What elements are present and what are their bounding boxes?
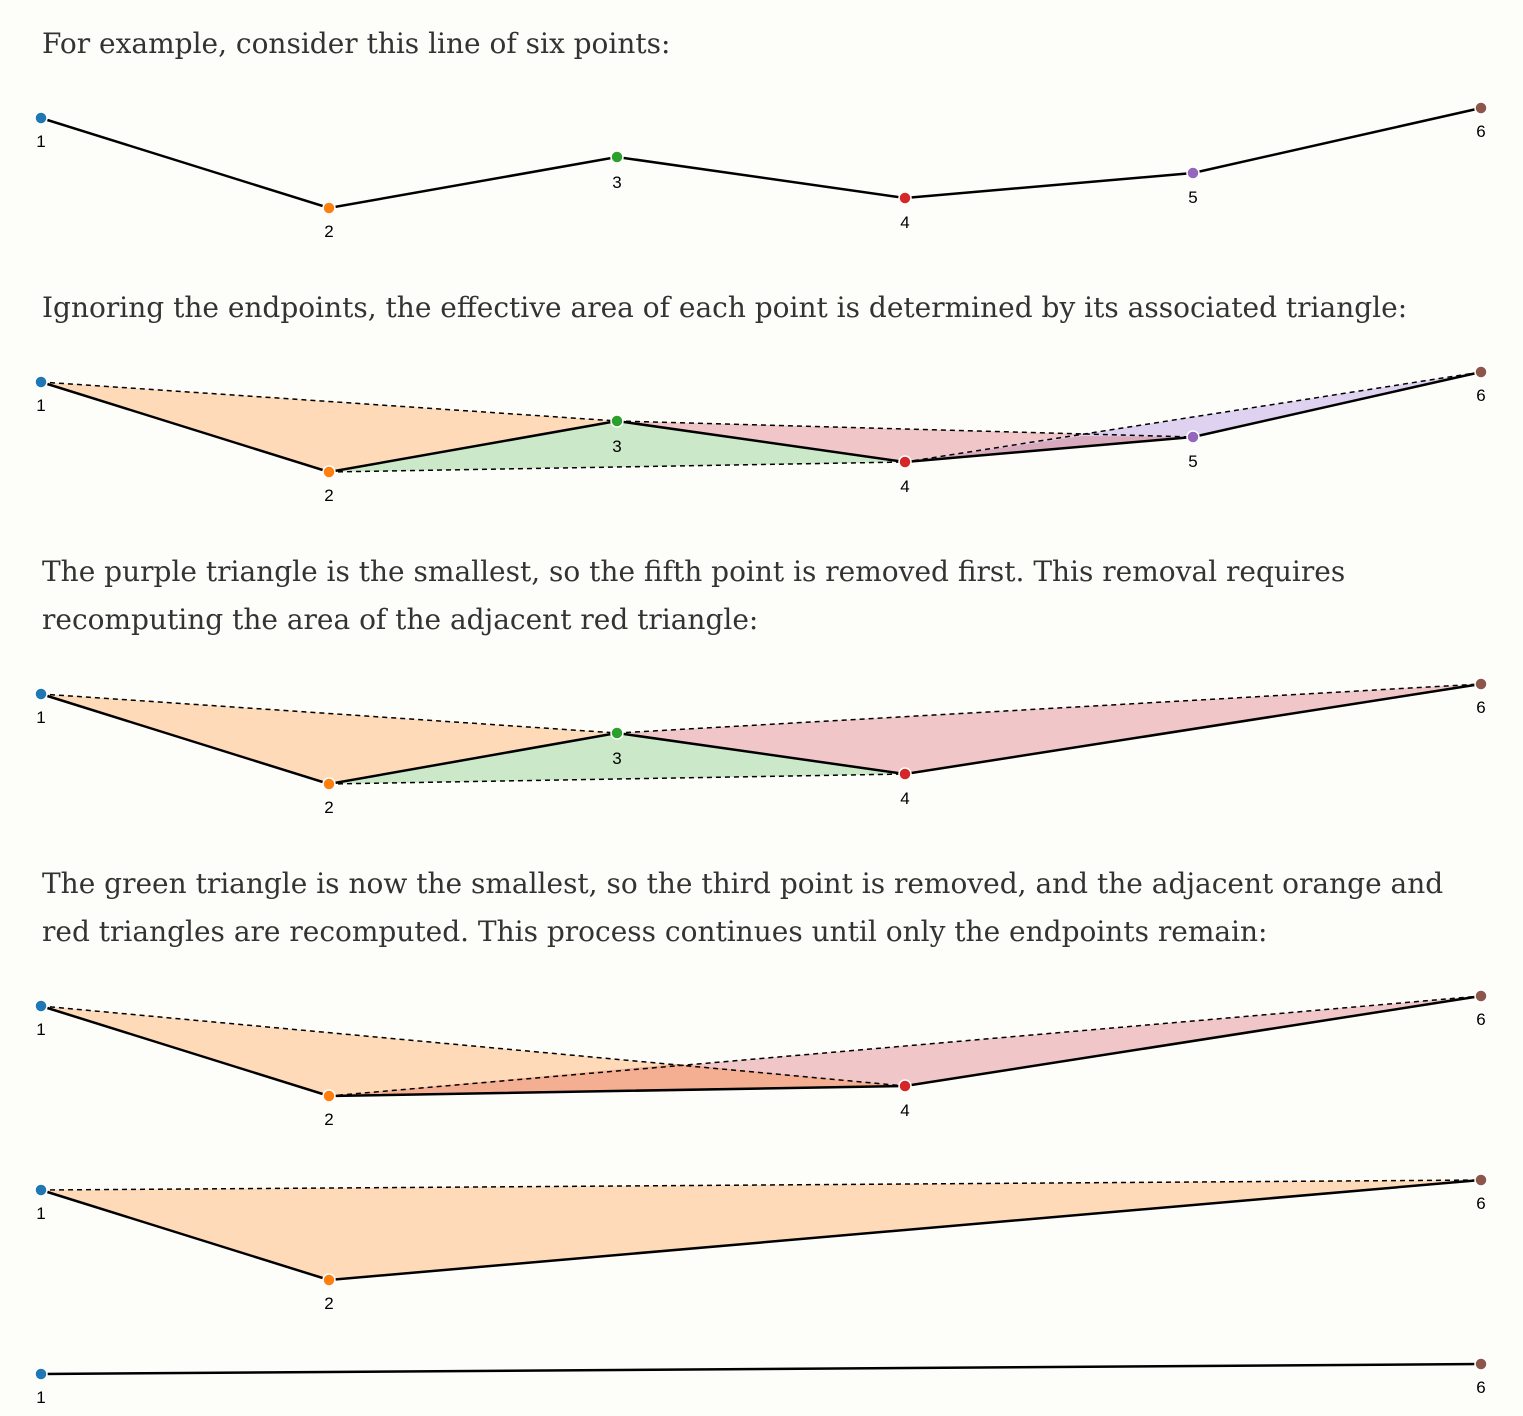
point-6 bbox=[1474, 365, 1488, 379]
point-5 bbox=[1186, 430, 1200, 444]
paragraph-green-removed: The green triangle is now the smallest, … bbox=[42, 867, 1444, 948]
polyline bbox=[40, 370, 1482, 474]
triangle-green bbox=[329, 733, 905, 784]
point-6 bbox=[1474, 677, 1488, 691]
triangle-edge bbox=[904, 371, 1482, 463]
point-label: 4 bbox=[900, 477, 909, 496]
triangle-edge bbox=[328, 995, 1482, 1097]
point-4 bbox=[898, 767, 912, 781]
point-label: 2 bbox=[324, 798, 333, 816]
point-label: 5 bbox=[1188, 188, 1197, 207]
point-label: 4 bbox=[900, 213, 909, 232]
point-2 bbox=[322, 777, 336, 791]
point-1 bbox=[34, 687, 48, 701]
point-2 bbox=[322, 465, 336, 479]
polyline bbox=[40, 994, 1482, 1098]
point-1 bbox=[34, 1367, 48, 1381]
point-label: 1 bbox=[36, 1204, 45, 1223]
point-label: 1 bbox=[36, 708, 45, 727]
point-1 bbox=[34, 999, 48, 1013]
point-2 bbox=[322, 1273, 336, 1287]
figure-point4-removed: 1 2 6 bbox=[34, 1173, 1488, 1312]
point-4 bbox=[898, 191, 912, 205]
point-label: 1 bbox=[36, 1388, 45, 1407]
figure-triangles-all: 1 2 3 4 5 6 bbox=[34, 365, 1488, 504]
point-6 bbox=[1474, 989, 1488, 1003]
polyline bbox=[40, 106, 1482, 210]
point-3 bbox=[610, 150, 624, 164]
point-4 bbox=[898, 1079, 912, 1093]
point-label: 4 bbox=[900, 1101, 909, 1120]
point-6 bbox=[1474, 1173, 1488, 1187]
point-label: 1 bbox=[36, 1020, 45, 1039]
point-2 bbox=[322, 201, 336, 215]
point-label: 6 bbox=[1476, 698, 1485, 717]
point-label: 6 bbox=[1476, 1378, 1485, 1397]
point-label: 5 bbox=[1188, 452, 1197, 471]
triangle-orange bbox=[41, 382, 617, 472]
polyline bbox=[40, 1362, 1482, 1376]
point-2 bbox=[322, 1089, 336, 1103]
point-label: 3 bbox=[612, 749, 621, 768]
point-1 bbox=[34, 111, 48, 125]
point-5 bbox=[1186, 166, 1200, 180]
triangle-edge bbox=[616, 420, 1194, 438]
figure-six-points: 1 2 3 4 5 6 bbox=[34, 101, 1488, 240]
point-label: 2 bbox=[324, 1110, 333, 1128]
triangle-green bbox=[329, 421, 905, 472]
figure-point3-removed: 1 2 4 6 bbox=[34, 989, 1488, 1128]
point-3 bbox=[610, 726, 624, 740]
triangle-edge bbox=[616, 683, 1482, 734]
point-label: 3 bbox=[612, 173, 621, 192]
triangle-red bbox=[617, 684, 1481, 774]
paragraph-intro: For example, consider this line of six p… bbox=[42, 27, 671, 60]
paragraph-triangles: Ignoring the endpoints, the effective ar… bbox=[42, 291, 1408, 324]
point-label: 2 bbox=[324, 1294, 333, 1312]
point-label: 6 bbox=[1476, 1010, 1485, 1029]
point-1 bbox=[34, 1183, 48, 1197]
point-3 bbox=[610, 414, 624, 428]
point-label: 2 bbox=[324, 486, 333, 504]
point-6 bbox=[1474, 1357, 1488, 1371]
triangle-edge bbox=[328, 461, 906, 473]
point-label: 6 bbox=[1476, 386, 1485, 405]
point-label: 4 bbox=[900, 789, 909, 808]
point-label: 6 bbox=[1476, 122, 1485, 141]
triangle-orange bbox=[41, 1180, 1481, 1280]
point-label: 2 bbox=[324, 222, 333, 240]
triangle-edge bbox=[40, 1005, 906, 1087]
point-label: 1 bbox=[36, 132, 45, 151]
point-4 bbox=[898, 455, 912, 469]
point-1 bbox=[34, 375, 48, 389]
figure-point5-removed: 1 2 3 4 6 bbox=[34, 677, 1488, 816]
triangle-red bbox=[617, 421, 1193, 462]
triangle-edge bbox=[40, 381, 618, 422]
paragraph-purple-removed: The purple triangle is the smallest, so … bbox=[42, 555, 1346, 636]
point-label: 3 bbox=[612, 437, 621, 456]
triangle-edge bbox=[40, 693, 618, 734]
triangle-edge bbox=[328, 773, 906, 785]
point-6 bbox=[1474, 101, 1488, 115]
figure-endpoints-only: 1 6 bbox=[34, 1357, 1488, 1407]
triangle-edge bbox=[40, 1179, 1482, 1191]
point-label: 1 bbox=[36, 396, 45, 415]
triangle-orange bbox=[41, 694, 617, 784]
point-label: 6 bbox=[1476, 1194, 1485, 1213]
